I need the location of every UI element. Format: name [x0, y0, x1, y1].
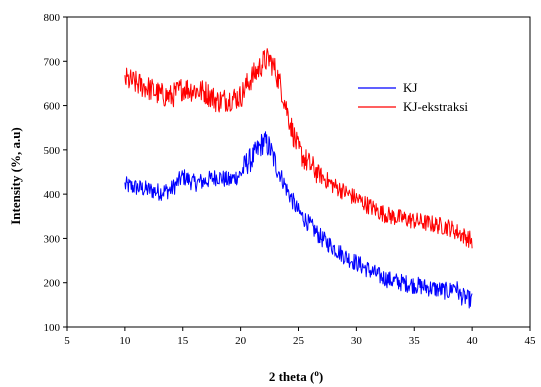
y-tick-label: 600 [44, 101, 61, 113]
x-axis-title-close: ) [319, 369, 323, 384]
y-tick-label: 200 [44, 278, 61, 290]
series-line-kj-ekstraksi [124, 48, 473, 249]
y-tick-label: 400 [44, 189, 61, 201]
y-tick-label: 800 [44, 12, 61, 24]
ticks-layer: 5 10 15 20 25 30 35 40 45 100 200 300 400 500 600 700 80… [44, 12, 537, 347]
series-layer [124, 48, 473, 309]
x-axis-title-main: 2 theta ( [269, 369, 315, 384]
x-tick-label: 40 [467, 335, 479, 347]
x-tick-label: 15 [177, 335, 189, 347]
x-tick-label: 25 [293, 335, 305, 347]
x-tick-label: 30 [351, 335, 363, 347]
x-axis-title: 2 theta (o) [269, 368, 323, 384]
legend-label: KJ [403, 80, 417, 95]
series-line-kj [124, 131, 473, 309]
plot-area-border [66, 16, 531, 328]
legend: KJ KJ-ekstraksi [358, 80, 468, 114]
y-tick-label: 500 [44, 145, 61, 157]
x-tick-label: 10 [119, 335, 131, 347]
x-tick-label: 35 [409, 335, 421, 347]
y-tick-label: 100 [44, 322, 61, 334]
x-tick-label: 20 [235, 335, 247, 347]
y-tick-label: 700 [44, 56, 61, 68]
x-axis-title-unit: o [314, 368, 319, 378]
legend-label: KJ-ekstraksi [403, 99, 468, 114]
x-tick-label: 5 [64, 335, 70, 347]
y-axis-title: Intensity (%, a.u) [8, 127, 23, 225]
y-tick-label: 300 [44, 233, 61, 245]
plot-frame [66, 16, 531, 328]
x-tick-label: 45 [525, 335, 537, 347]
